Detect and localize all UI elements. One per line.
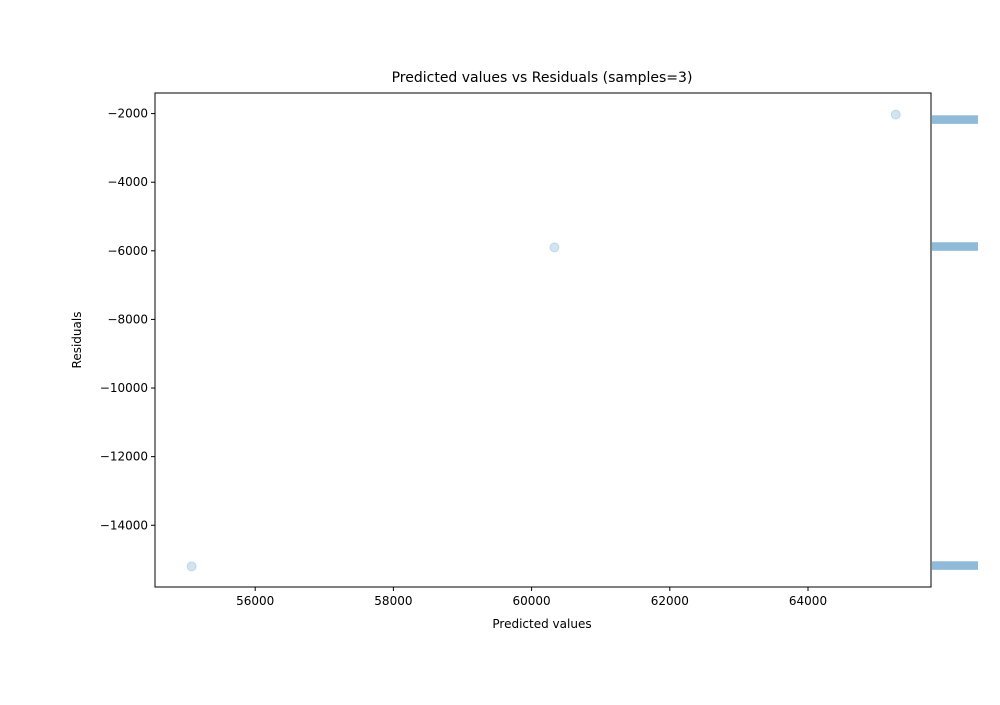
y-tick-label: −4000 <box>107 175 148 189</box>
y-tick-label: −14000 <box>100 518 148 532</box>
y-tick-label: −10000 <box>100 381 148 395</box>
y-tick-label: −2000 <box>107 107 148 121</box>
scatter-point <box>549 242 560 253</box>
x-tick-label: 58000 <box>374 594 412 608</box>
x-tick-label: 64000 <box>789 594 827 608</box>
histogram-bar <box>932 561 978 570</box>
x-tick-label: 60000 <box>513 594 551 608</box>
y-tick-label: −6000 <box>107 244 148 258</box>
x-tick-label: 62000 <box>651 594 689 608</box>
y-tick-label: −12000 <box>100 450 148 464</box>
chart-title: Predicted values vs Residuals (samples=3… <box>392 70 693 86</box>
scatter-point <box>890 109 901 120</box>
histogram-bar <box>932 115 978 124</box>
x-axis-label: Predicted values <box>492 617 591 631</box>
plot-frame <box>154 92 932 588</box>
histogram-bar <box>932 242 978 251</box>
y-tick-label: −8000 <box>107 312 148 326</box>
x-tick-label: 56000 <box>236 594 274 608</box>
y-axis-label: Residuals <box>70 312 84 369</box>
scatter-point <box>186 561 197 572</box>
plot-area: 56000 58000 60000 62000 64000 −2000 −4000 −6000… <box>100 92 978 608</box>
